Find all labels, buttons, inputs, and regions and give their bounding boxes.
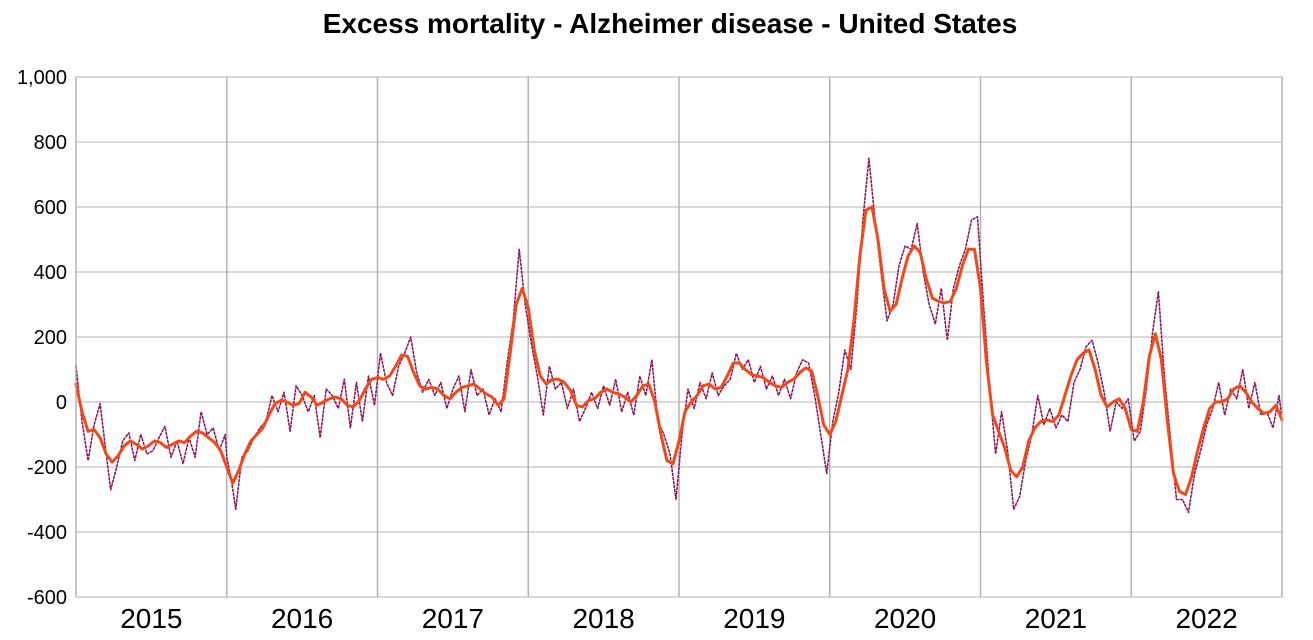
x-axis-ticks: 2015 2016 2017 2018 2019 2020 2021 2022 (120, 603, 1238, 634)
series-line-weekly (75, 157, 1283, 514)
series-lines (74, 157, 1284, 514)
y-tick-label: -200 (27, 457, 67, 479)
y-tick-label: 600 (34, 197, 67, 219)
x-tick-label: 2020 (874, 603, 936, 634)
chart-title: Excess mortality - Alzheimer disease - U… (323, 8, 1018, 39)
x-tick-label: 2016 (271, 603, 333, 634)
x-tick-label: 2018 (572, 603, 634, 634)
series-line-smoothed (74, 205, 1284, 497)
y-tick-label: 200 (34, 327, 67, 349)
y-tick-label: -400 (27, 522, 67, 544)
y-tick-label: 800 (34, 132, 67, 154)
grid (75, 76, 1283, 598)
x-tick-label: 2019 (723, 603, 785, 634)
y-tick-label: 400 (34, 262, 67, 284)
x-tick-label: 2015 (120, 603, 182, 634)
x-tick-label: 2017 (422, 603, 484, 634)
y-tick-label: 1,000 (17, 67, 67, 89)
x-tick-label: 2021 (1025, 603, 1087, 634)
x-tick-label: 2022 (1175, 603, 1237, 634)
plot-border (75, 76, 1283, 598)
y-axis-ticks: -600 -400 -200 0 200 400 600 800 1,000 (17, 67, 67, 609)
y-tick-label: -600 (27, 587, 67, 609)
y-tick-label: 0 (56, 392, 67, 414)
